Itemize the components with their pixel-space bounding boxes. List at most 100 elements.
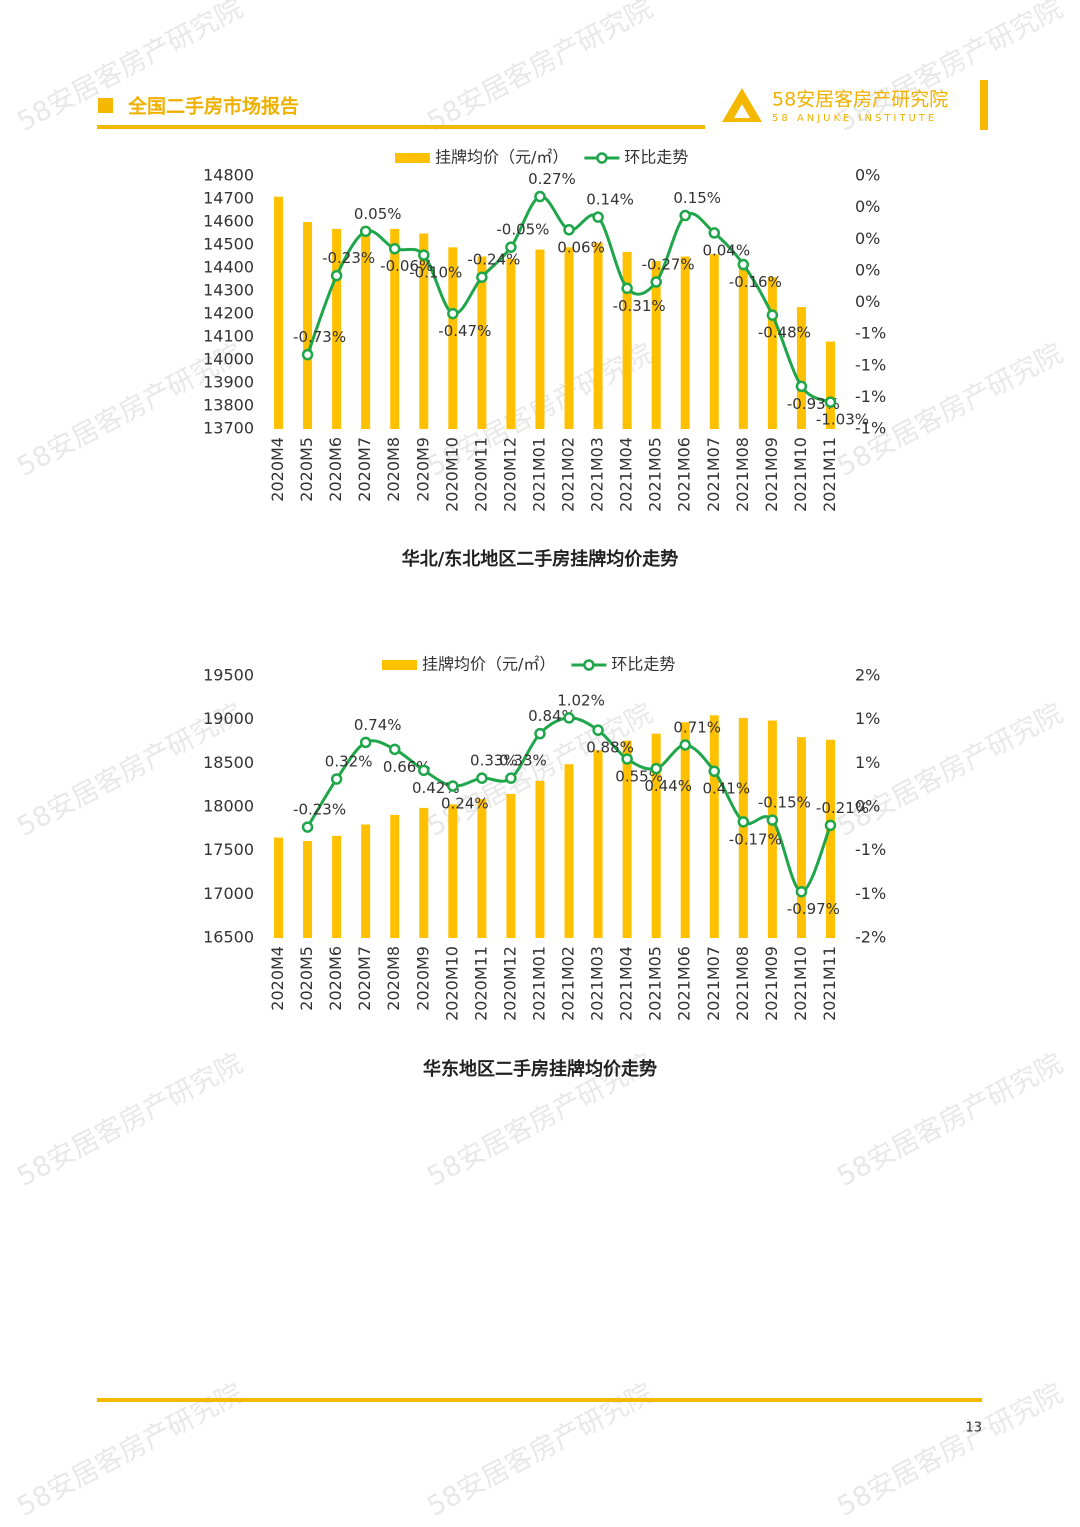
- x-tick-label: 2020M12: [500, 437, 519, 512]
- legend-label: 环比走势: [624, 148, 688, 167]
- data-label: 0.06%: [557, 238, 605, 256]
- y-tick-label: 14600: [203, 212, 254, 231]
- bar: [767, 720, 777, 938]
- x-tick-label: 2021M05: [646, 946, 665, 1021]
- y2-tick-label: -1%: [855, 884, 886, 903]
- line-point: [708, 227, 721, 239]
- y-tick-label: 13800: [203, 396, 254, 415]
- y-tick-label: 14800: [203, 166, 254, 185]
- line-point: [708, 765, 721, 777]
- line-point: [359, 736, 372, 749]
- line-point: [534, 190, 546, 203]
- y2-tick-label: -1%: [855, 324, 886, 343]
- data-label: -0.48%: [758, 324, 811, 342]
- footer-rule: [97, 1398, 982, 1402]
- bar: [448, 247, 458, 429]
- data-label: -0.73%: [293, 328, 346, 346]
- data-label: -0.24%: [467, 251, 520, 269]
- x-tick-label: 2021M11: [820, 946, 839, 1021]
- bar: [477, 256, 487, 429]
- data-label: -0.15%: [758, 794, 811, 812]
- line-point: [795, 380, 808, 393]
- x-tick-label: 2021M07: [704, 437, 723, 512]
- bar: [564, 247, 574, 429]
- line-point: [824, 396, 837, 408]
- bar: [274, 837, 284, 938]
- data-label: 0.88%: [586, 739, 634, 757]
- bar: [535, 249, 545, 429]
- y2-tick-label: 0%: [855, 260, 880, 279]
- data-label: 0.24%: [441, 795, 489, 813]
- x-tick-label: 2021M11: [820, 437, 839, 512]
- legend-swatch: [395, 153, 430, 163]
- y-tick-label: 18000: [203, 797, 254, 816]
- x-tick-label: 2021M03: [588, 946, 607, 1021]
- line-point: [563, 712, 575, 724]
- line-point: [737, 816, 750, 828]
- legend-label: 挂牌均价（元/㎡）: [435, 148, 568, 167]
- bar: [448, 804, 458, 938]
- bar: [564, 764, 574, 938]
- y-tick-label: 13900: [203, 373, 254, 392]
- y-tick-label: 16500: [203, 928, 254, 947]
- line-point: [505, 241, 517, 253]
- x-tick-label: 2020M4: [268, 946, 287, 1011]
- bar: [419, 233, 429, 429]
- y2-tick-label: 0%: [855, 229, 880, 248]
- chart: 16500 17000 17500 18000 18500 19000 19500 -2% -1…: [203, 655, 886, 1081]
- y2-tick-label: 1%: [855, 753, 880, 772]
- line-point: [476, 271, 488, 283]
- data-label: 0.15%: [673, 189, 721, 207]
- bar: [332, 228, 342, 429]
- x-tick-label: 2020M9: [413, 437, 432, 502]
- x-tick-label: 2020M9: [413, 946, 432, 1011]
- line-point: [621, 282, 633, 295]
- bar: [274, 196, 284, 429]
- data-label: 0.84%: [528, 707, 576, 725]
- x-tick-label: 2021M07: [704, 946, 723, 1021]
- y-tick-label: 19500: [203, 666, 254, 685]
- line-point: [330, 269, 343, 282]
- legend-swatch: [382, 660, 417, 670]
- data-label: 0.04%: [702, 241, 750, 259]
- bar: [390, 814, 400, 938]
- bar: [477, 799, 487, 938]
- x-tick-label: 2020M10: [442, 437, 461, 512]
- bar: [796, 307, 806, 429]
- data-label: 0.33%: [470, 752, 518, 770]
- x-tick-label: 2021M02: [559, 946, 578, 1021]
- data-label: 0.27%: [528, 170, 576, 188]
- bar: [303, 841, 313, 938]
- bar: [332, 835, 342, 938]
- x-tick-label: 2021M06: [675, 946, 694, 1021]
- logo-icon-inner: [734, 104, 750, 118]
- bar: [535, 780, 545, 938]
- data-label: -0.23%: [293, 801, 346, 819]
- bar: [709, 254, 719, 429]
- header-square: [98, 98, 113, 113]
- y2-tick-label: -1%: [855, 419, 886, 438]
- x-tick-label: 2021M03: [588, 437, 607, 512]
- line-point: [418, 249, 430, 261]
- y-tick-label: 14100: [203, 327, 254, 346]
- line-point: [766, 814, 779, 826]
- x-tick-label: 2020M8: [384, 437, 403, 502]
- y-tick-label: 14700: [203, 189, 254, 208]
- legend-label: 环比走势: [611, 655, 675, 674]
- bar: [593, 242, 603, 429]
- y2-tick-label: -1%: [855, 387, 886, 406]
- x-tick-label: 2020M7: [355, 946, 374, 1011]
- y2-tick-label: 0%: [855, 797, 880, 816]
- x-tick-label: 2021M04: [617, 437, 636, 512]
- y-tick-label: 17000: [203, 884, 254, 903]
- logo-subtext: 58 ANJUKE INSTITUTE: [772, 113, 937, 124]
- line-point: [650, 762, 662, 775]
- y-tick-label: 19000: [203, 709, 254, 728]
- data-label: -0.10%: [409, 264, 462, 282]
- line-point: [621, 753, 633, 765]
- data-label: -0.23%: [322, 249, 375, 267]
- x-tick-label: 2020M11: [471, 437, 490, 512]
- chart-title: 华东地区二手房挂牌均价走势: [423, 1058, 657, 1080]
